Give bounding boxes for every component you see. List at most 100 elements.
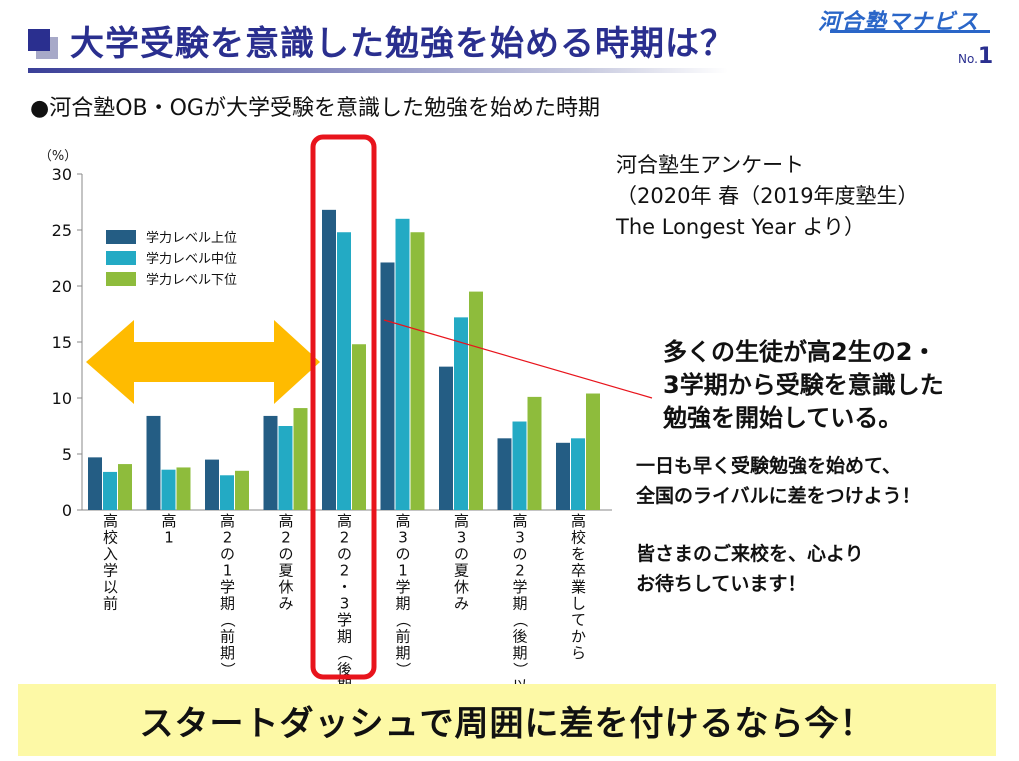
- legend-swatch: [106, 230, 136, 244]
- x-tick-label-char: 後: [512, 628, 527, 646]
- x-tick-label-char: 1: [223, 562, 233, 580]
- bar: [146, 415, 161, 510]
- y-tick-label: 10: [52, 389, 72, 408]
- bar: [454, 317, 468, 510]
- x-tick-label-char: 入: [103, 545, 118, 563]
- legend-label: 学力レベル中位: [146, 251, 237, 267]
- x-tick-label-char: 学: [337, 611, 352, 629]
- x-tick-label-char: 3: [340, 595, 350, 613]
- x-tick-label-char: 前: [103, 595, 118, 613]
- bar: [205, 459, 219, 510]
- x-tick-label-char: 高: [278, 512, 293, 530]
- y-axis-unit: （%）: [39, 149, 77, 164]
- x-tick-label-char: （: [511, 612, 529, 627]
- source-note: 河合塾生アンケート （2020年 春（2019年度塾生） The Longest…: [616, 150, 919, 243]
- x-tick-label-char: み: [454, 595, 469, 613]
- bar: [278, 426, 293, 510]
- page-title: 大学受験を意識した勉強を始める時期は？: [70, 24, 735, 64]
- x-tick-label-char: （: [394, 612, 412, 627]
- bar: [497, 438, 512, 510]
- legend-swatch: [106, 272, 136, 286]
- promo-message: 一日も早く受験勉強を始めて、 全国のライバルに差をつけよう！ 皆さまのご来校を、…: [636, 451, 921, 599]
- bar: [469, 291, 483, 510]
- bar: [337, 232, 351, 511]
- x-tick-label-char: 2: [340, 529, 350, 547]
- x-tick-label-char: ）: [511, 662, 529, 677]
- x-tick-label-char: 期: [220, 644, 235, 662]
- x-tick-label-char: 期: [512, 644, 527, 662]
- bar: [293, 408, 308, 510]
- bar: [395, 218, 410, 511]
- bar: [586, 393, 600, 510]
- bar: [103, 471, 117, 510]
- x-tick-label-char: か: [571, 628, 586, 646]
- x-tick-label-char: 休: [454, 578, 469, 596]
- y-tick-label: 0: [62, 501, 72, 520]
- bar: [118, 464, 132, 510]
- x-tick-label-char: の: [512, 545, 527, 563]
- message-line-4: お待ちしています！: [636, 573, 807, 595]
- y-tick-label: 20: [52, 277, 72, 296]
- x-tick-label-char: 高: [395, 512, 410, 530]
- x-tick-label-char: の: [337, 545, 352, 563]
- x-tick-label-char: 休: [278, 578, 293, 596]
- x-tick-label-char: 2: [340, 562, 350, 580]
- x-tick-label-char: 高: [454, 512, 469, 530]
- callout-pointer-line: [383, 319, 653, 399]
- bar: [322, 209, 336, 510]
- bar: [512, 421, 527, 510]
- x-tick-label-char: ）: [394, 662, 412, 677]
- bar: [88, 457, 102, 510]
- x-tick-label-char: ・: [337, 578, 352, 596]
- x-tick-label-char: （: [219, 612, 237, 627]
- x-tick-label-char: 校: [571, 529, 586, 547]
- x-tick-label-char: 高: [220, 512, 235, 530]
- x-tick-label-char: 以: [103, 578, 118, 596]
- bar: [235, 470, 249, 510]
- bar-chart: （%）051015202530高校入学以前高1高2の1学期（前期）高2の夏休み高…: [39, 134, 653, 700]
- x-tick-label-char: ）: [219, 662, 237, 677]
- banner: スタートダッシュで周囲に差を付けるなら今！: [18, 684, 996, 756]
- bar: [220, 475, 234, 510]
- x-tick-label-char: 期: [337, 628, 352, 646]
- x-tick-label-char: を: [571, 545, 586, 563]
- source-line-1: 河合塾生アンケート: [616, 153, 805, 177]
- bar: [352, 344, 366, 510]
- page-number: No.1: [958, 44, 993, 69]
- x-tick-label-char: 1: [164, 529, 174, 547]
- x-tick-label-char: 後: [337, 661, 352, 679]
- x-tick-label-char: 2: [515, 562, 525, 580]
- y-tick-label: 30: [52, 165, 72, 184]
- x-tick-label-char: 期: [395, 595, 410, 613]
- x-tick-label-char: 高: [161, 512, 176, 530]
- page-number-value: 1: [977, 44, 994, 69]
- x-tick-label-char: 期: [395, 644, 410, 662]
- x-tick-label-char: 業: [571, 578, 586, 596]
- x-tick-label-char: 2: [281, 529, 291, 547]
- title-marker: [28, 29, 50, 51]
- x-tick-label-char: の: [220, 545, 235, 563]
- message-line-3: 皆さまのご来校を、心より: [636, 543, 864, 565]
- x-tick-label-char: み: [278, 595, 293, 613]
- callout-line-3: 勉強を開始している。: [663, 404, 903, 432]
- y-tick-label: 5: [62, 445, 72, 464]
- x-tick-label-char: し: [571, 595, 586, 613]
- x-tick-label-char: 高: [337, 512, 352, 530]
- page-number-prefix: No.: [958, 52, 978, 66]
- x-tick-label-char: 3: [457, 529, 467, 547]
- x-tick-label-char: 学: [103, 562, 118, 580]
- source-line-2: （2020年 春（2019年度塾生）: [616, 184, 919, 208]
- bar: [571, 438, 585, 510]
- x-tick-label-char: （: [336, 645, 354, 660]
- x-tick-label-char: 期: [512, 595, 527, 613]
- title-underline: [28, 68, 728, 73]
- callout-line-2: 3学期から受験を意識した: [663, 371, 944, 399]
- x-tick-label-char: 前: [395, 628, 410, 646]
- bar: [176, 467, 191, 510]
- x-tick-label-char: の: [454, 545, 469, 563]
- bar: [263, 415, 278, 510]
- bar: [556, 442, 570, 510]
- x-tick-label-char: 夏: [454, 562, 469, 580]
- bar: [439, 366, 453, 510]
- x-tick-label-char: 3: [398, 529, 408, 547]
